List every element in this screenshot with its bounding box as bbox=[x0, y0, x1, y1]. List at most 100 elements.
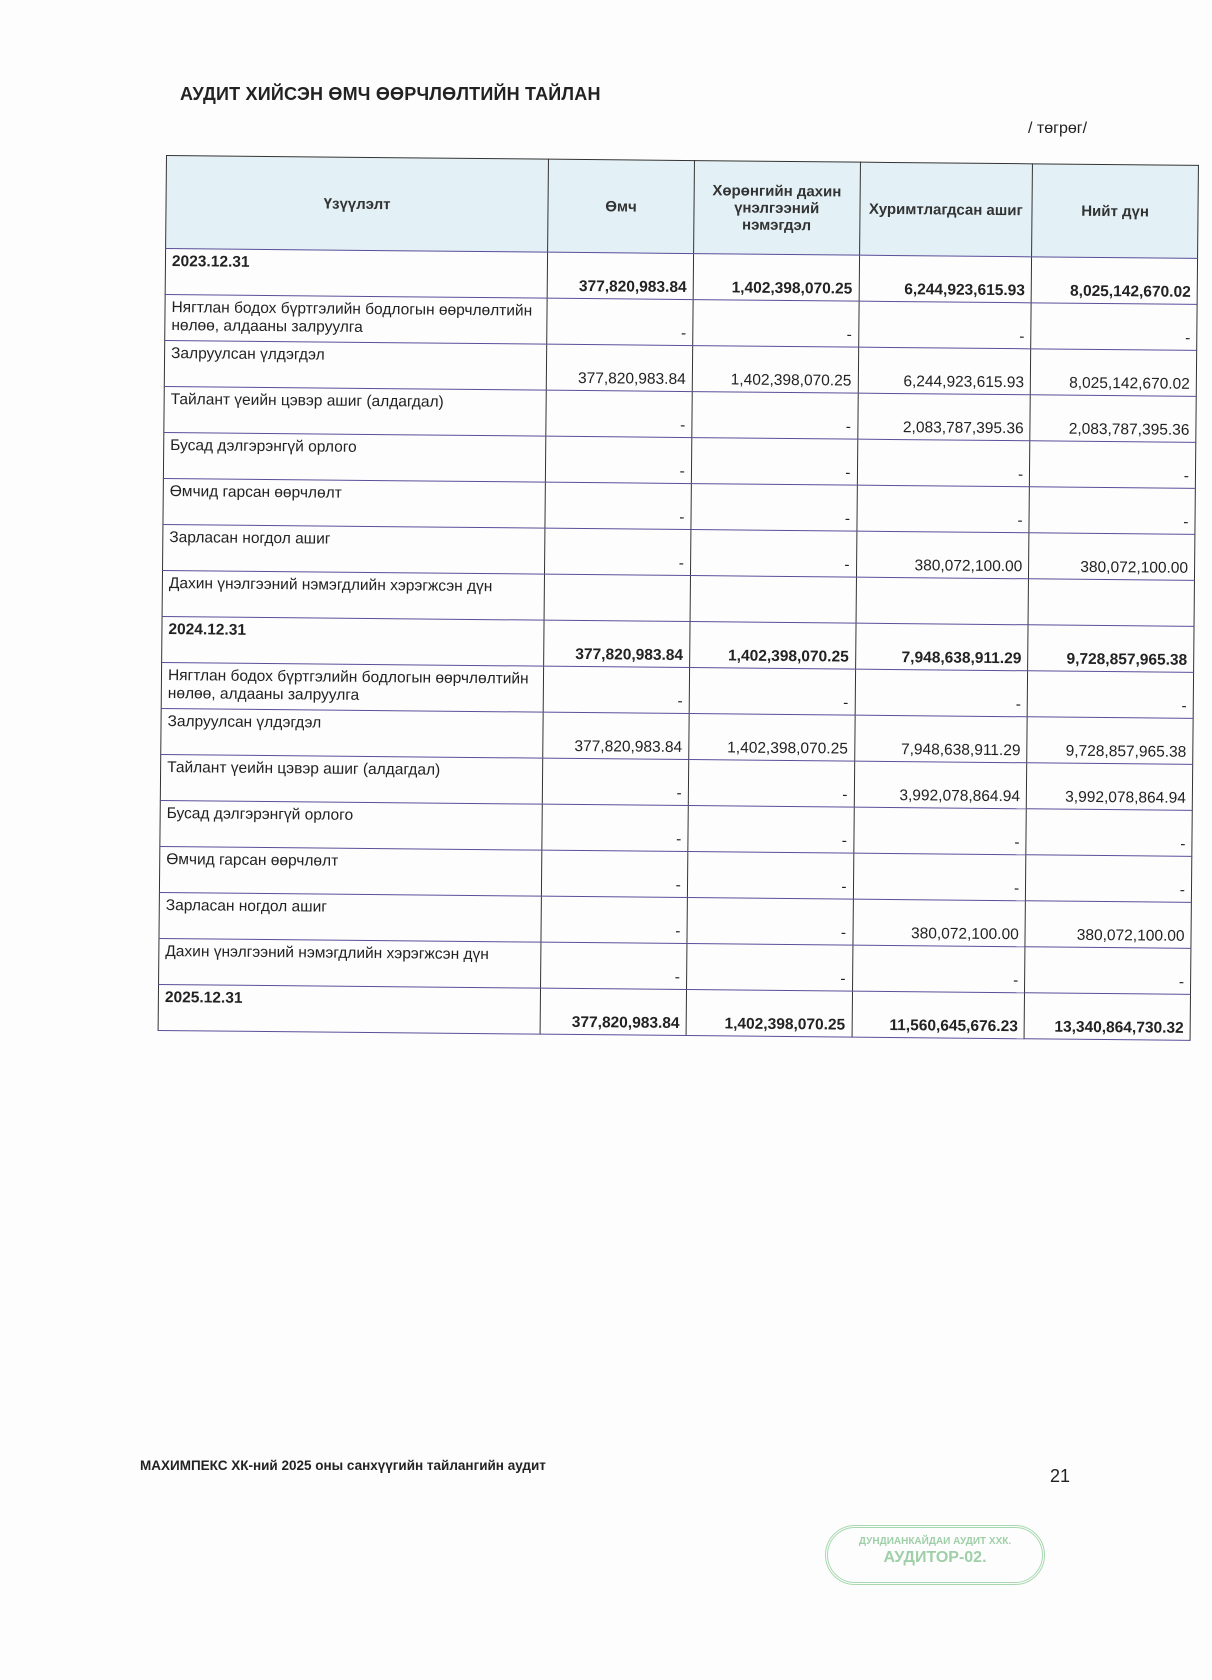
cell-value: 7,948,638,911.29 bbox=[855, 623, 1029, 671]
cell-value: - bbox=[1029, 486, 1196, 535]
row-label: 2025.12.31 bbox=[158, 984, 541, 1035]
cell-value: - bbox=[542, 758, 689, 806]
row-label: Залруулсан үлдэгдэл bbox=[160, 708, 544, 759]
cell-value: 1,402,398,070.25 bbox=[688, 713, 855, 762]
cell-value: - bbox=[545, 390, 693, 438]
row-label: Өмчид гарсан өөрчлөлт bbox=[159, 846, 542, 897]
cell-value: - bbox=[852, 945, 1026, 993]
row-label: 2024.12.31 bbox=[161, 616, 545, 667]
cell-value: - bbox=[856, 485, 1030, 533]
cell-value: - bbox=[691, 437, 858, 486]
col-header-revaluation: Хөрөнгийн дахин үнэлгээний нэмэгдэл bbox=[693, 160, 860, 256]
equity-changes-table: Үзүүлэлт Өмч Хөрөнгийн дахин үнэлгээний … bbox=[158, 155, 1199, 1041]
page-title: АУДИТ ХИЙСЭН ӨМЧ ӨӨРЧЛӨЛТИЙН ТАЙЛАН bbox=[180, 84, 601, 104]
cell-value: - bbox=[687, 851, 854, 900]
cell-value: 13,340,864,730.32 bbox=[1024, 992, 1191, 1041]
cell-value: 380,072,100.00 bbox=[856, 531, 1030, 579]
cell-value: 9,728,857,965.38 bbox=[1027, 624, 1195, 673]
cell-value: 8,025,142,670.02 bbox=[1031, 256, 1198, 305]
cell-value: - bbox=[541, 896, 688, 944]
cell-value: - bbox=[1025, 854, 1192, 903]
col-header-total: Нийт дүн bbox=[1031, 163, 1199, 259]
cell-value: 11,560,645,676.23 bbox=[851, 991, 1025, 1039]
cell-value: - bbox=[541, 850, 688, 898]
cell-value: 8,025,142,670.02 bbox=[1030, 348, 1197, 397]
row-label: 2023.12.31 bbox=[165, 248, 548, 299]
cell-value: 377,820,983.84 bbox=[547, 252, 694, 300]
stamp-line-2: АУДИТОР-02. bbox=[883, 1549, 987, 1566]
cell-value: 377,820,983.84 bbox=[543, 620, 690, 668]
table-header-row: Үзүүлэлт Өмч Хөрөнгийн дахин үнэлгээний … bbox=[165, 155, 1199, 259]
cell-value: - bbox=[1026, 808, 1193, 857]
cell-value: - bbox=[546, 298, 694, 346]
cell-value: - bbox=[686, 897, 853, 946]
cell-value: 6,244,923,615.93 bbox=[858, 255, 1032, 303]
cell-value: - bbox=[856, 439, 1030, 487]
cell-value: - bbox=[690, 529, 857, 578]
col-header-item: Үзүүлэлт bbox=[165, 155, 549, 253]
table-row: 2025.12.31 377,820,983.84 1,402,398,070.25… bbox=[158, 984, 1191, 1041]
row-label: Дахин үнэлгээний нэмэгдлийн хэрэгжсэн дү… bbox=[158, 938, 542, 989]
cell-value: - bbox=[544, 528, 691, 576]
cell-value: - bbox=[540, 942, 687, 990]
cell-value: 380,072,100.00 bbox=[1028, 532, 1195, 581]
cell-value: 3,992,078,864.94 bbox=[853, 761, 1027, 809]
cell-value: - bbox=[854, 669, 1028, 717]
cell-value: 1,402,398,070.25 bbox=[693, 253, 860, 302]
col-header-retained-earnings: Хуримтлагдсан ашиг bbox=[859, 162, 1033, 257]
cell-value: - bbox=[690, 483, 857, 532]
cell-value: 1,402,398,070.25 bbox=[692, 345, 859, 394]
cell-value: 1,402,398,070.25 bbox=[685, 989, 853, 1038]
row-label: Тайлант үеийн цэвэр ашиг (алдагдал) bbox=[160, 754, 543, 805]
currency-unit: / төгрөг/ bbox=[1028, 120, 1088, 137]
cell-value bbox=[544, 574, 691, 622]
cell-value: - bbox=[691, 391, 858, 440]
cell-value: - bbox=[1029, 440, 1196, 489]
footer-text: МАХИМПЕКС ХК-ний 2025 оны санхүүгийн тай… bbox=[140, 1458, 546, 1473]
cell-value: - bbox=[545, 436, 692, 484]
row-label: Нягтлан бодох бүртгэлийн бодлогын өөрчлө… bbox=[161, 662, 544, 713]
row-label: Зарласан ногдол ашиг bbox=[162, 524, 546, 575]
cell-value: 7,948,638,911.29 bbox=[854, 715, 1028, 763]
cell-value: - bbox=[686, 943, 853, 992]
cell-value bbox=[855, 577, 1029, 625]
row-label: Тайлант үеийн цэвэр ашиг (алдагдал) bbox=[163, 386, 547, 437]
row-label: Дахин үнэлгээний нэмэгдлийн хэрэгжсэн дү… bbox=[162, 570, 545, 621]
stamp-line-1: ДУНДИАНКАЙДАИ АУДИТ ХХК. bbox=[858, 1536, 1012, 1547]
cell-value: 377,820,983.84 bbox=[540, 988, 687, 1036]
cell-value: - bbox=[543, 666, 690, 714]
cell-value: 2,083,787,395.36 bbox=[1029, 394, 1197, 443]
cell-value: - bbox=[853, 807, 1027, 855]
cell-value: - bbox=[1030, 302, 1198, 351]
cell-value: - bbox=[688, 759, 855, 808]
cell-value: - bbox=[852, 853, 1027, 901]
row-label: Нягтлан бодох бүртгэлийн бодлогын өөрчлө… bbox=[164, 294, 548, 345]
cell-value: 2,083,787,395.36 bbox=[857, 393, 1031, 441]
cell-value: 6,244,923,615.93 bbox=[857, 347, 1031, 395]
auditor-stamp: ДУНДИАНКАЙДАИ АУДИТ ХХК. АУДИТОР-02. bbox=[825, 1525, 1045, 1585]
cell-value: - bbox=[541, 804, 689, 852]
cell-value: - bbox=[692, 299, 859, 348]
cell-value: - bbox=[1027, 670, 1194, 719]
col-header-equity: Өмч bbox=[547, 159, 695, 254]
cell-value: - bbox=[689, 667, 856, 716]
row-label: Зарласан ногдол ашиг bbox=[158, 892, 542, 943]
row-label: Өмчид гарсан өөрчлөлт bbox=[162, 478, 546, 529]
cell-value bbox=[689, 575, 857, 624]
page-number: 21 bbox=[1050, 1466, 1071, 1486]
cell-value: 380,072,100.00 bbox=[852, 899, 1026, 947]
cell-value: 3,992,078,864.94 bbox=[1026, 762, 1193, 811]
cell-value: 9,728,857,965.38 bbox=[1026, 716, 1194, 765]
cell-value: - bbox=[545, 482, 692, 530]
row-label: Бусад дэлгэрэнгүй орлого bbox=[163, 432, 546, 483]
cell-value: 377,820,983.84 bbox=[542, 712, 690, 760]
row-label: Бусад дэлгэрэнгүй орлого bbox=[159, 800, 543, 851]
cell-value: 1,402,398,070.25 bbox=[689, 621, 856, 670]
row-label: Залруулсан үлдэгдэл bbox=[164, 340, 547, 391]
cell-value: 377,820,983.84 bbox=[546, 344, 693, 392]
cell-value: - bbox=[1024, 946, 1191, 995]
cell-value: - bbox=[687, 805, 854, 854]
cell-value bbox=[1028, 578, 1195, 627]
cell-value: 380,072,100.00 bbox=[1025, 900, 1192, 949]
cell-value: - bbox=[858, 301, 1032, 349]
